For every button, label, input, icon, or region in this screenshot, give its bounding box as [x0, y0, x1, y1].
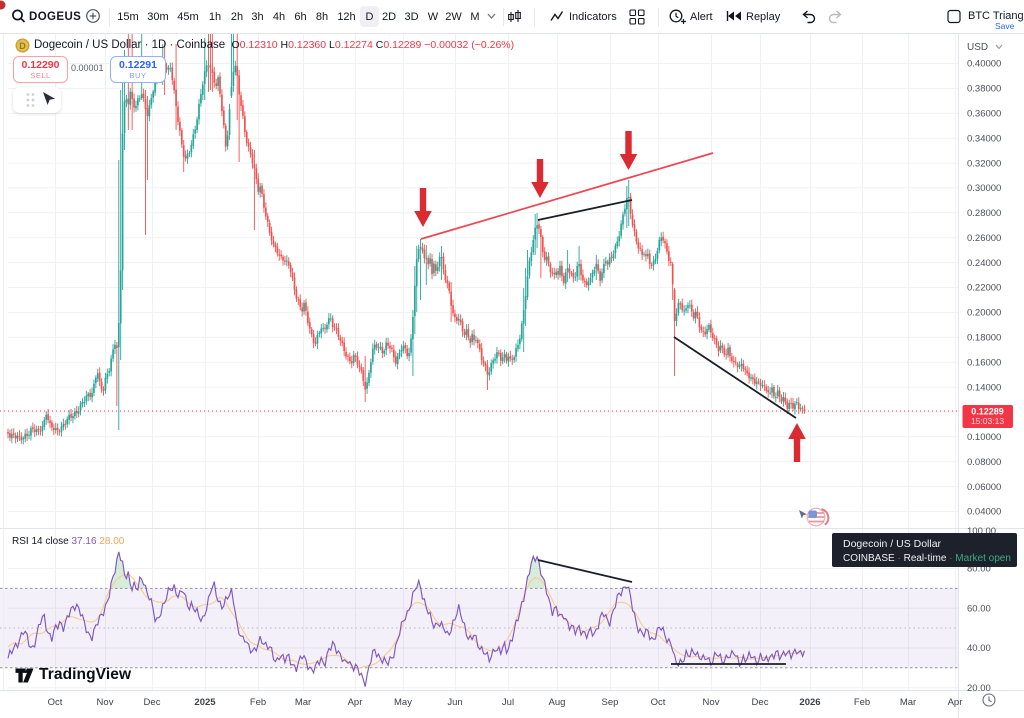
- svg-text:0.40000: 0.40000: [967, 59, 1001, 70]
- svg-text:May: May: [394, 697, 412, 708]
- svg-text:Indicators: Indicators: [569, 11, 617, 23]
- svg-text:15m: 15m: [117, 11, 138, 23]
- svg-text:40.00: 40.00: [967, 643, 991, 654]
- svg-text:0.26000: 0.26000: [967, 233, 1001, 244]
- svg-text:0.36000: 0.36000: [967, 109, 1001, 120]
- svg-text:W: W: [428, 11, 439, 23]
- svg-text:2W: 2W: [445, 11, 462, 23]
- svg-text:Save: Save: [995, 21, 1015, 31]
- svg-text:Oct: Oct: [651, 697, 666, 708]
- svg-text:Feb: Feb: [250, 697, 266, 708]
- svg-text:8h: 8h: [316, 11, 328, 23]
- svg-text:0.08000: 0.08000: [967, 457, 1001, 468]
- svg-text:Mar: Mar: [900, 697, 916, 708]
- svg-text:D: D: [366, 11, 374, 23]
- svg-text:Replay: Replay: [746, 11, 781, 23]
- svg-text:6h: 6h: [294, 11, 306, 23]
- svg-text:0.04000: 0.04000: [967, 507, 1001, 518]
- svg-text:3D: 3D: [404, 11, 418, 23]
- svg-text:Dec: Dec: [144, 697, 161, 708]
- svg-text:Nov: Nov: [97, 697, 114, 708]
- svg-text:Aug: Aug: [549, 697, 566, 708]
- svg-text:100.00: 100.00: [967, 526, 996, 537]
- svg-text:15:03:13: 15:03:13: [971, 416, 1004, 426]
- svg-text:0.34000: 0.34000: [967, 133, 1001, 144]
- svg-text:80.00: 80.00: [967, 564, 991, 575]
- svg-text:4h: 4h: [273, 11, 285, 23]
- svg-text:Jul: Jul: [502, 697, 514, 708]
- svg-text:2026: 2026: [799, 697, 820, 708]
- svg-text:Sep: Sep: [602, 697, 619, 708]
- svg-text:60.00: 60.00: [967, 603, 991, 614]
- svg-text:0.14000: 0.14000: [967, 382, 1001, 393]
- svg-text:0.38000: 0.38000: [967, 84, 1001, 95]
- svg-text:2025: 2025: [194, 697, 216, 708]
- svg-text:USD: USD: [967, 42, 988, 53]
- svg-text:12h: 12h: [337, 11, 355, 23]
- svg-text:0.20000: 0.20000: [967, 308, 1001, 319]
- svg-text:20.00: 20.00: [967, 683, 991, 694]
- svg-text:0.24000: 0.24000: [967, 258, 1001, 269]
- svg-text:Apr: Apr: [348, 697, 363, 708]
- svg-text:Alert: Alert: [690, 11, 713, 23]
- svg-text:Jun: Jun: [447, 697, 462, 708]
- svg-text:0.30000: 0.30000: [967, 183, 1001, 194]
- svg-text:Apr: Apr: [948, 697, 963, 708]
- svg-text:BTC Triangl: BTC Triangl: [968, 10, 1024, 22]
- svg-text:0.22000: 0.22000: [967, 283, 1001, 294]
- svg-text:0.06000: 0.06000: [967, 482, 1001, 493]
- svg-text:DOGEUS: DOGEUS: [29, 11, 81, 23]
- svg-text:M: M: [470, 11, 479, 23]
- svg-text:0.12289: 0.12289: [971, 407, 1004, 417]
- svg-text:D: D: [19, 41, 26, 51]
- svg-text:Nov: Nov: [703, 697, 720, 708]
- svg-text:Oct: Oct: [48, 697, 63, 708]
- svg-text:2D: 2D: [382, 11, 396, 23]
- svg-text:Dec: Dec: [752, 697, 769, 708]
- svg-text:2h: 2h: [231, 11, 243, 23]
- svg-text:0.32000: 0.32000: [967, 158, 1001, 169]
- svg-text:3h: 3h: [251, 11, 263, 23]
- svg-text:45m: 45m: [177, 11, 198, 23]
- svg-text:1h: 1h: [209, 11, 221, 23]
- svg-text:0.10000: 0.10000: [967, 432, 1001, 443]
- svg-text:Feb: Feb: [854, 697, 870, 708]
- svg-text:30m: 30m: [147, 11, 168, 23]
- svg-text:0.28000: 0.28000: [967, 208, 1001, 219]
- svg-text:Mar: Mar: [295, 697, 311, 708]
- svg-text:0.16000: 0.16000: [967, 357, 1001, 368]
- svg-text:0.18000: 0.18000: [967, 333, 1001, 344]
